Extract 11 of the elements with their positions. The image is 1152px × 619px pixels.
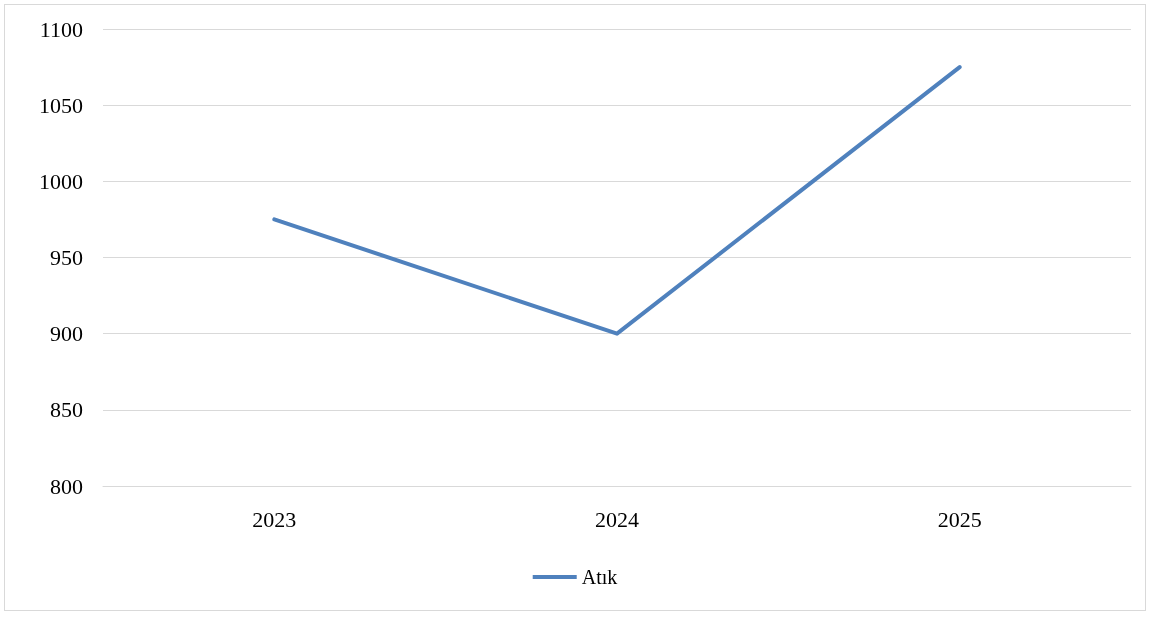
y-tick-label: 900	[50, 321, 83, 347]
y-tick-label: 850	[50, 397, 83, 423]
legend-label: Atık	[581, 566, 618, 588]
y-tick-label: 1050	[39, 92, 83, 118]
x-tick-label: 2023	[252, 506, 297, 532]
x-tick-label: 2024	[595, 506, 639, 532]
x-tick-label: 2025	[937, 506, 982, 532]
y-tick-label: 950	[50, 245, 83, 270]
y-tick-label: 1100	[39, 16, 83, 42]
y-tick-label: 800	[50, 473, 83, 499]
y-tick-label: 1000	[39, 168, 83, 194]
